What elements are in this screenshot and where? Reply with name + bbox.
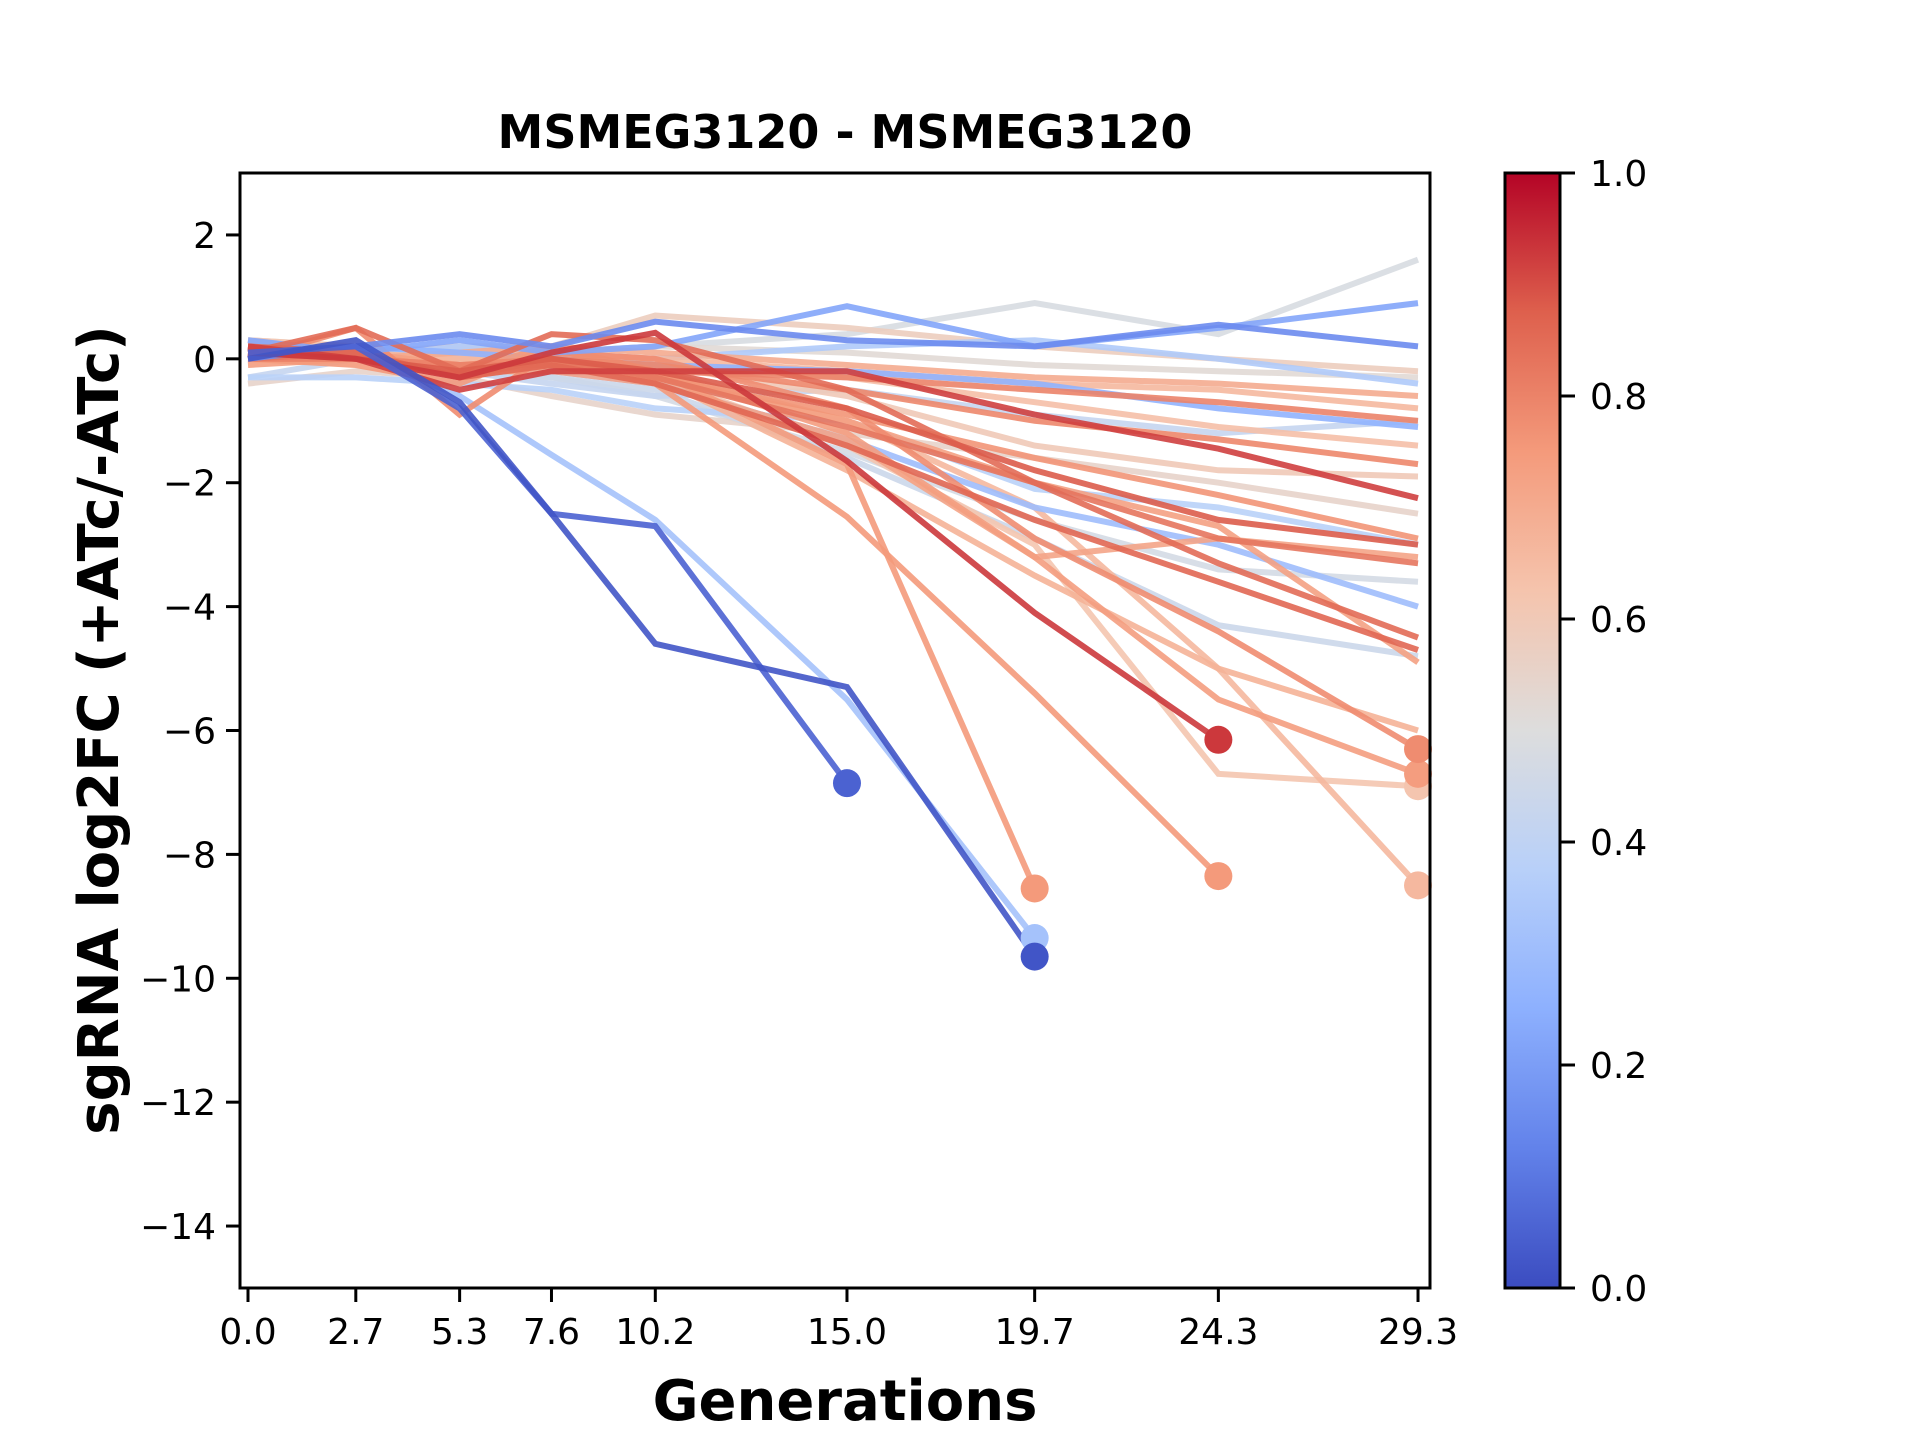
series-end-marker-sgRNA-09 xyxy=(1404,735,1433,764)
colorbar-tick-label: 0.6 xyxy=(1590,600,1647,641)
series-line-sgRNA-05 xyxy=(247,329,1221,743)
colorbar-tick-label: 0.4 xyxy=(1590,823,1647,864)
x-tick-label: 15.0 xyxy=(807,1312,887,1353)
series-end-marker-sgRNA-10 xyxy=(1404,759,1433,788)
series-line-sgRNA-15 xyxy=(247,318,1419,362)
x-tick-label: 29.3 xyxy=(1378,1312,1458,1353)
x-tick-label: 7.6 xyxy=(523,1312,580,1353)
y-tick-label: −6 xyxy=(163,712,216,753)
y-axis-label: sgRNA log2FC (+ATc/-ATc) xyxy=(67,325,132,1135)
chart-title: MSMEG3120 - MSMEG3120 xyxy=(498,105,1193,159)
x-tick-label: 0.0 xyxy=(219,1312,276,1353)
x-tick-label: 10.2 xyxy=(615,1312,695,1353)
colorbar-tick-label: 0.0 xyxy=(1590,1269,1647,1310)
y-tick-label: −10 xyxy=(140,959,216,1000)
colorbar: 0.0 0.2 0.4 0.6 0.8 1.0 xyxy=(1503,154,1647,1310)
colorbar-gradient xyxy=(1503,171,1562,1290)
y-tick-label: −12 xyxy=(140,1083,216,1124)
y-axis: 2 0 −2 −4 −6 −8 −10 −12 −14 xyxy=(140,216,240,1248)
y-tick-label: 2 xyxy=(193,216,216,257)
y-tick-label: −2 xyxy=(163,464,216,505)
y-tick-label: 0 xyxy=(193,340,216,381)
y-tick-label: −8 xyxy=(163,835,216,876)
x-axis: 0.0 2.7 5.3 7.6 10.2 15.0 19.7 24.3 29.3 xyxy=(219,1288,1458,1353)
colorbar-tick-label: 0.8 xyxy=(1590,377,1647,418)
y-tick-label: −4 xyxy=(163,588,216,629)
x-tick-label: 19.7 xyxy=(995,1312,1075,1353)
x-axis-label: Generations xyxy=(653,1369,1038,1434)
x-tick-label: 5.3 xyxy=(431,1312,488,1353)
colorbar-tick-label: 0.2 xyxy=(1590,1046,1647,1087)
series-line-sgRNA-03 xyxy=(247,343,1038,940)
x-tick-label: 2.7 xyxy=(327,1312,384,1353)
series-end-marker-sgRNA-02 xyxy=(1020,942,1049,971)
x-tick-label: 24.3 xyxy=(1178,1312,1258,1353)
marker-layer xyxy=(832,725,1433,971)
series-line-sgRNA-09 xyxy=(247,324,1420,752)
colorbar-tick-label: 1.0 xyxy=(1590,154,1647,195)
series-line-sgRNA-02 xyxy=(247,337,1038,959)
series-end-marker-sgRNA-06 xyxy=(1204,862,1233,891)
series-end-marker-sgRNA-04 xyxy=(1020,874,1049,903)
series-end-marker-sgRNA-12 xyxy=(1404,871,1433,900)
series-end-marker-sgRNA-05 xyxy=(1204,725,1233,754)
series-end-marker-sgRNA-01 xyxy=(832,769,861,798)
y-tick-label: −14 xyxy=(140,1207,216,1248)
series-layer xyxy=(247,256,1421,959)
colorbar-ticks: 0.0 0.2 0.4 0.6 0.8 1.0 xyxy=(1560,154,1647,1310)
